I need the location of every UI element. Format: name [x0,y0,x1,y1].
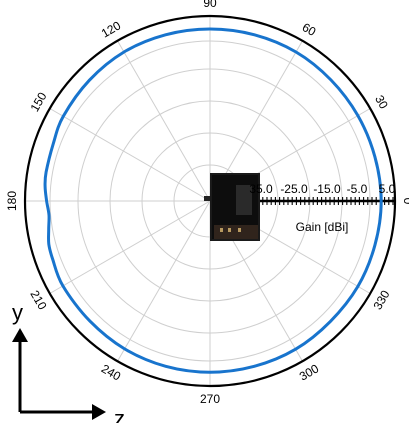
angle-tick-label: 120 [99,18,124,40]
grid-spoke-150 [49,108,211,202]
angle-tick-label: 300 [297,361,322,383]
angle-tick-label: 270 [200,392,220,406]
radial-tick-label: 5.0 [379,182,396,196]
grid-spoke-210 [49,200,211,294]
radial-tick-label: -15.0 [313,182,341,196]
angle-tick-label: 30 [372,93,391,112]
angle-tick-label: 180 [5,191,19,211]
angle-tick-label: 210 [27,288,49,313]
grid-spoke-120 [117,40,211,202]
angle-tick-label: 0 [401,198,409,205]
angle-tick-label: 150 [27,90,49,115]
grid-spoke-240 [117,200,211,362]
radial-tick-label: -25.0 [280,182,308,196]
radial-tick-label: -5.0 [347,182,368,196]
gain-axis-label: Gain [dBi] [296,220,349,234]
z-axis-label: z [114,406,125,423]
radial-tick-label: 35.0 [249,182,273,196]
angle-tick-label: 90 [203,0,217,10]
angle-tick-label: 60 [300,20,319,39]
y-axis-label: y [12,300,23,325]
pattern-series [43,27,383,374]
device-photo [204,173,260,241]
gain-pattern-line [43,27,383,374]
angle-tick-label: 330 [370,288,392,313]
angle-tick-label: 240 [99,361,124,383]
axis-indicator: y z [12,300,125,423]
